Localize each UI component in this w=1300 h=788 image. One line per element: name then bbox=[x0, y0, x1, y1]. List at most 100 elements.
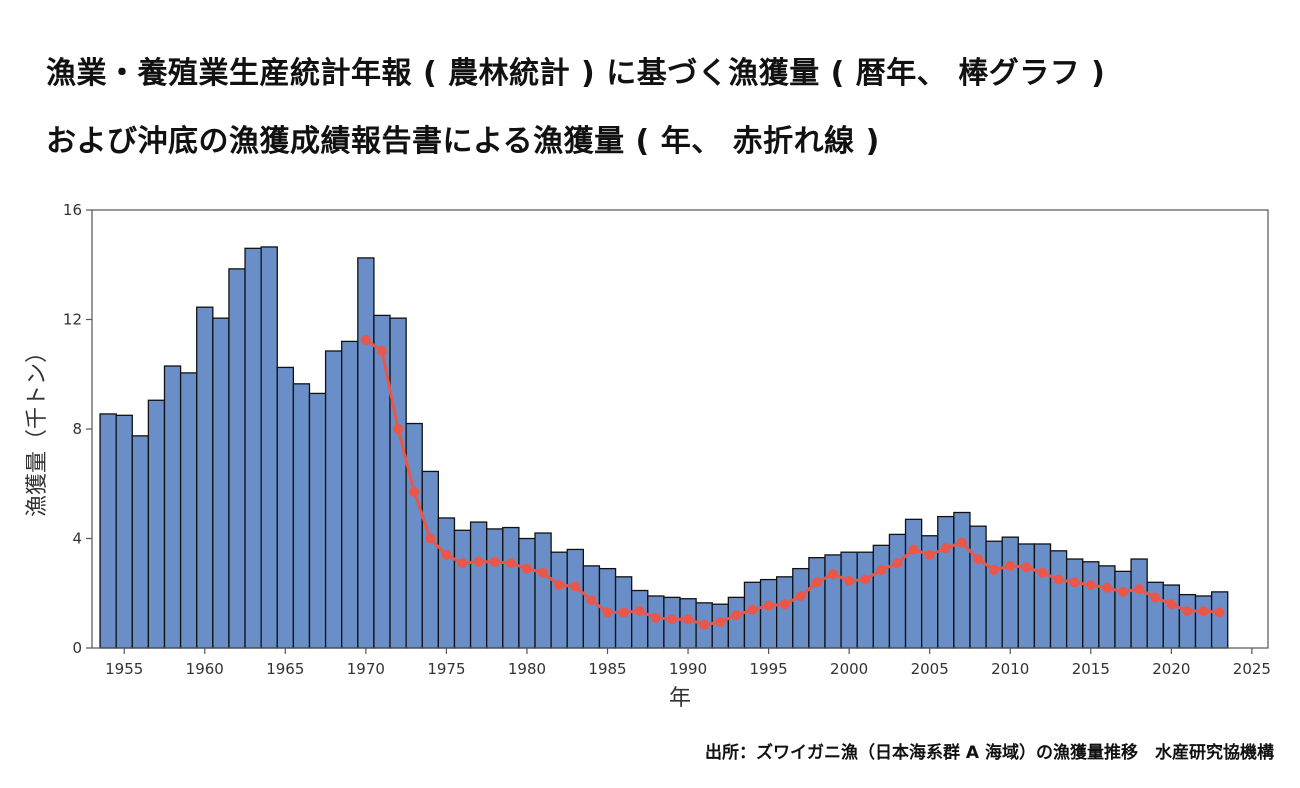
x-tick-label: 1985 bbox=[588, 660, 626, 678]
bar-1997 bbox=[792, 567, 810, 649]
line-point-1997 bbox=[795, 590, 806, 601]
line-point-1998 bbox=[811, 577, 822, 588]
bar-1959 bbox=[179, 372, 198, 649]
x-tick-label: 2005 bbox=[911, 660, 949, 678]
line-point-1980 bbox=[521, 563, 532, 574]
x-tick-label: 1970 bbox=[347, 660, 385, 678]
bar-1976 bbox=[453, 529, 472, 649]
line-point-1991 bbox=[699, 619, 710, 630]
line-point-2019 bbox=[1150, 592, 1161, 603]
line-point-1990 bbox=[683, 614, 694, 625]
line-point-1987 bbox=[634, 606, 645, 617]
line-point-2013 bbox=[1053, 574, 1064, 585]
y-axis-ticks: 0 4 8 12 16 bbox=[63, 201, 92, 657]
bar-2004 bbox=[904, 518, 923, 649]
x-tick-label: 1980 bbox=[508, 660, 546, 678]
x-tick-label: 2015 bbox=[1072, 660, 1110, 678]
bar-2011 bbox=[1017, 543, 1036, 649]
bar-1977 bbox=[469, 521, 488, 649]
line-point-1974 bbox=[425, 533, 436, 544]
bar-1983 bbox=[566, 548, 584, 649]
line-point-1973 bbox=[409, 486, 420, 497]
bar-1999 bbox=[824, 554, 842, 649]
line-point-2016 bbox=[1101, 582, 1112, 593]
line-point-1986 bbox=[618, 607, 629, 618]
line-point-2023 bbox=[1214, 607, 1225, 618]
bar-2007 bbox=[953, 511, 971, 649]
line-point-1978 bbox=[489, 556, 500, 567]
bar-1979 bbox=[502, 526, 520, 649]
bar-2009 bbox=[985, 540, 1003, 649]
line-point-2020 bbox=[1166, 599, 1177, 610]
bar-1981 bbox=[534, 532, 552, 649]
line-point-1994 bbox=[747, 604, 758, 615]
bar-1962 bbox=[228, 268, 246, 649]
line-point-1970 bbox=[360, 335, 371, 346]
line-point-2021 bbox=[1182, 606, 1193, 617]
line-point-2004 bbox=[908, 544, 919, 555]
line-point-1992 bbox=[715, 616, 726, 627]
bar-1961 bbox=[212, 317, 230, 649]
line-point-2017 bbox=[1118, 586, 1129, 597]
bar-1972 bbox=[389, 317, 407, 649]
x-tick-label: 1960 bbox=[186, 660, 224, 678]
line-point-2008 bbox=[973, 554, 984, 565]
bar-1954 bbox=[99, 413, 117, 649]
bar-1996 bbox=[776, 576, 794, 649]
bar-1970 bbox=[357, 257, 375, 649]
bar-1966 bbox=[292, 383, 311, 649]
line-point-1976 bbox=[457, 558, 468, 569]
x-axis-ticks: 1955 1960 1965 1970 1975 1980 1985 1990 1995 2000… bbox=[105, 648, 1271, 678]
bar-1973 bbox=[405, 422, 423, 649]
bar-2002 bbox=[872, 544, 891, 649]
x-tick-label: 1990 bbox=[669, 660, 707, 678]
bar-1956 bbox=[131, 435, 150, 649]
y-tick-label: 12 bbox=[63, 311, 82, 329]
bar-1965 bbox=[276, 366, 295, 649]
source-note: 出所：ズワイガニ漁（日本海系群 A 海域）の漁獲量推移 水産研究協機構 bbox=[705, 743, 1274, 763]
bar-1974 bbox=[421, 470, 440, 649]
x-tick-label: 2010 bbox=[991, 660, 1029, 678]
bar-2006 bbox=[937, 515, 955, 649]
x-tick-label: 1955 bbox=[105, 660, 143, 678]
bar-1971 bbox=[373, 314, 391, 649]
line-point-1995 bbox=[763, 600, 774, 611]
line-point-1981 bbox=[538, 567, 549, 578]
bar-1963 bbox=[244, 247, 262, 649]
line-point-1982 bbox=[554, 580, 565, 591]
line-point-1983 bbox=[570, 581, 581, 592]
line-point-1999 bbox=[828, 569, 839, 580]
chart-title-line1: 漁業・養殖業生産統計年報 ( 農林統計 ) に基づく漁獲量 ( 暦年、 棒グラフ… bbox=[46, 56, 1106, 91]
bar-1995 bbox=[759, 578, 778, 649]
bar-2016 bbox=[1098, 565, 1116, 649]
y-axis-label: 漁獲量（千トン） bbox=[25, 341, 50, 517]
y-tick-label: 8 bbox=[72, 420, 82, 438]
x-tick-label: 2020 bbox=[1152, 660, 1190, 678]
bar-1967 bbox=[308, 392, 327, 649]
bar-1964 bbox=[260, 246, 278, 649]
line-point-2018 bbox=[1134, 584, 1145, 595]
bar-1980 bbox=[518, 537, 536, 649]
x-tick-label: 2000 bbox=[830, 660, 868, 678]
line-point-2005 bbox=[924, 549, 935, 560]
bar-1993 bbox=[727, 596, 746, 649]
line-point-2001 bbox=[860, 574, 871, 585]
bar-2017 bbox=[1114, 570, 1132, 649]
line-point-1984 bbox=[586, 595, 597, 606]
line-point-1972 bbox=[393, 424, 404, 434]
bar-2015 bbox=[1082, 561, 1100, 649]
x-tick-label: 2025 bbox=[1233, 660, 1271, 678]
bar-1984 bbox=[582, 565, 601, 649]
line-point-2022 bbox=[1198, 606, 1209, 617]
chart-title-line2: および沖底の漁獲成績報告書による漁獲量 ( 年、 赤折れ線 ) bbox=[46, 124, 880, 159]
line-point-1975 bbox=[441, 549, 452, 560]
bar-1969 bbox=[341, 340, 359, 649]
x-tick-label: 1965 bbox=[266, 660, 304, 678]
line-point-2000 bbox=[844, 575, 855, 586]
bar-2000 bbox=[840, 551, 858, 649]
bar-1968 bbox=[324, 350, 343, 649]
bar-2023 bbox=[1210, 591, 1229, 649]
x-tick-label: 1995 bbox=[750, 660, 788, 678]
bar-2018 bbox=[1130, 558, 1148, 649]
